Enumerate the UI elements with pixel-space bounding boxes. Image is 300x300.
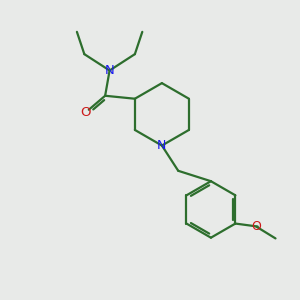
Text: N: N (105, 64, 115, 77)
Text: O: O (81, 106, 91, 118)
Text: N: N (157, 139, 167, 152)
Text: O: O (251, 220, 261, 233)
